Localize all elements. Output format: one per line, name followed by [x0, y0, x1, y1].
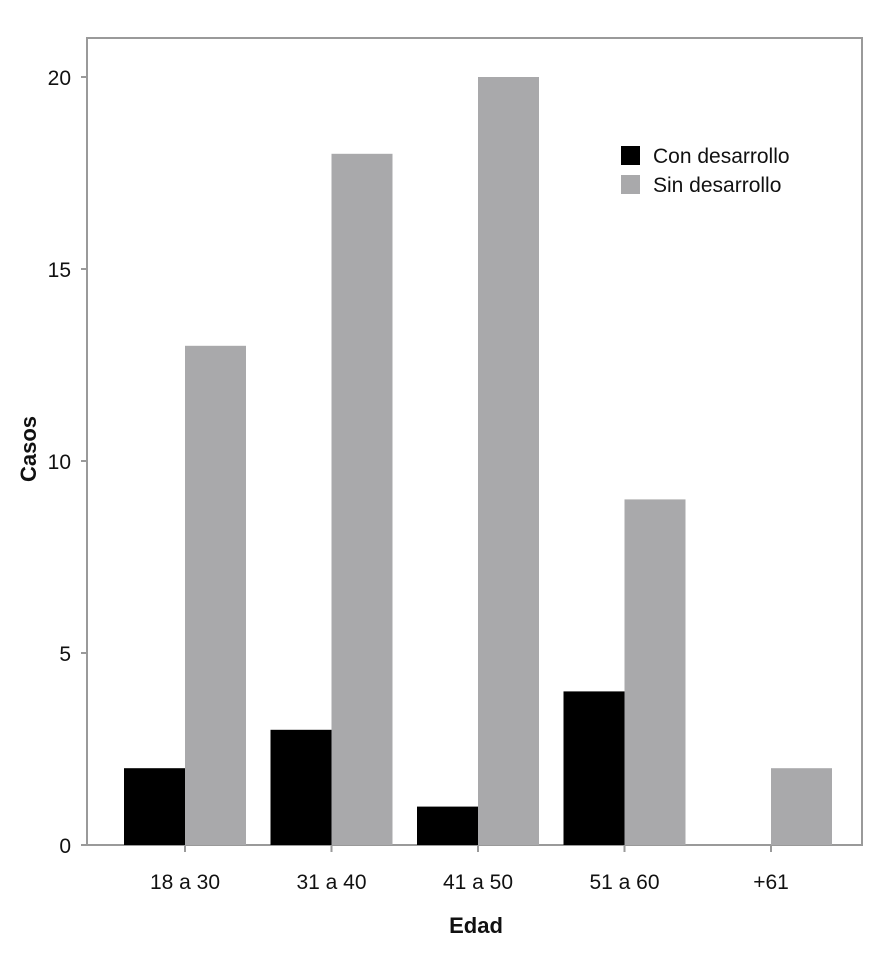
x-axis-title: Edad [449, 913, 503, 938]
legend: Con desarrollo Sin desarrollo [621, 145, 790, 197]
bar-sin-desarrollo-41-a-50 [478, 77, 539, 845]
x-tick-label: 18 a 30 [150, 871, 220, 894]
bar-con-desarrollo-51-a-60 [563, 691, 625, 845]
x-tick-label: +61 [753, 871, 789, 894]
bar-sin-desarrollo--61 [771, 768, 832, 845]
y-tick-label: 0 [59, 835, 71, 858]
bar-con-desarrollo-18-a-30 [124, 768, 185, 845]
y-tick-label: 5 [59, 643, 71, 666]
bar-sin-desarrollo-18-a-30 [185, 345, 246, 845]
bar-con-desarrollo-41-a-50 [417, 806, 478, 845]
x-tick-label: 41 a 50 [443, 871, 513, 894]
y-axis-title: Casos [16, 416, 41, 482]
bar-sin-desarrollo-31-a-40 [331, 153, 393, 846]
x-tick-label: 31 a 40 [296, 871, 366, 894]
legend-swatch [621, 175, 640, 194]
x-tick-label: 51 a 60 [589, 871, 659, 894]
bar-sin-desarrollo-51-a-60 [624, 499, 686, 845]
bar-con-desarrollo-31-a-40 [270, 729, 332, 845]
legend-label: Con desarrollo [653, 145, 790, 168]
y-tick-label: 15 [48, 259, 71, 282]
y-tick-label: 10 [48, 451, 71, 474]
legend-label: Sin desarrollo [653, 174, 781, 197]
legend-swatch [621, 146, 640, 165]
y-tick-label: 20 [48, 67, 71, 90]
